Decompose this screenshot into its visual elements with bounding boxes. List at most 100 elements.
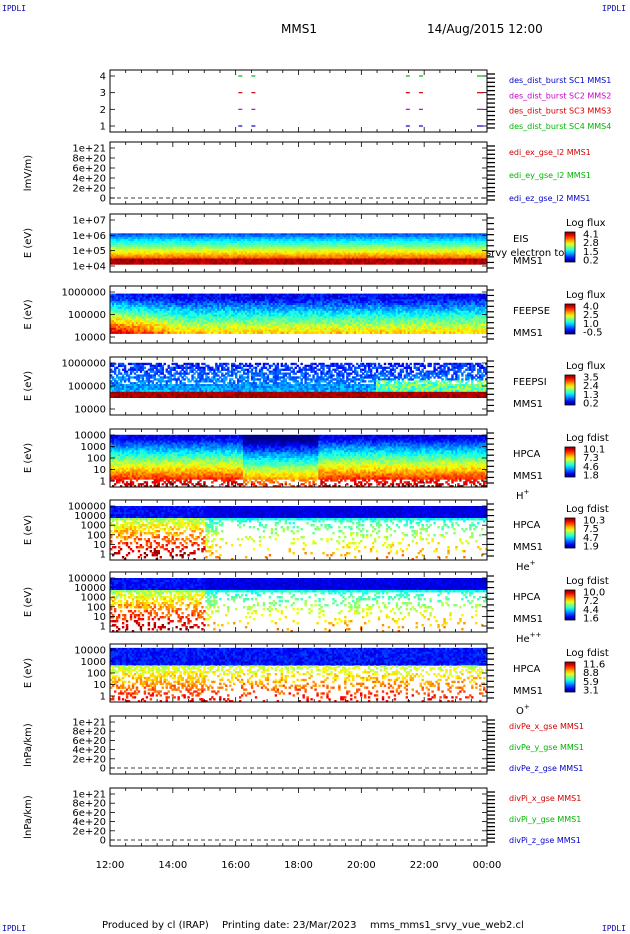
legend-entry: divPi_z_gse MMS1 — [509, 836, 581, 845]
y-tick-label: 3 — [100, 88, 106, 99]
y-tick-label: 100 — [87, 454, 106, 465]
legend-entry: divPi_x_gse MMS1 — [509, 794, 581, 803]
y-axis-label: E (eV) — [23, 299, 34, 329]
x-tick-label: 00:00 — [473, 860, 502, 871]
spacecraft-label: MMS1 — [513, 471, 543, 482]
legend-entry: divPi_y_gse MMS1 — [509, 815, 581, 824]
colorbar-tick-label: 1.8 — [583, 471, 599, 482]
legend-entry: edi_ez_gse_l2 MMS1 — [509, 194, 590, 203]
legend-entry: des_dist_burst SC3 MMS3 — [509, 107, 611, 116]
instrument-label: EIS — [513, 234, 529, 245]
y-tick-label: 1 — [100, 550, 106, 561]
y-tick-label: 100 — [87, 669, 106, 680]
colorbar-feepsi — [565, 375, 575, 405]
y-axis-label: E (eV) — [23, 515, 34, 545]
y-tick-label: 1000 — [81, 657, 106, 668]
colorbar-title: Log flux — [566, 290, 606, 301]
colorbar-title: Log flux — [566, 218, 606, 229]
colorbar-feepse — [565, 304, 575, 334]
species-label: H+ — [516, 488, 530, 502]
multi-panel-plot: 12:00 14:00 16:00 18:00 20:00 22:00 00:00 4 3 2 1 d… — [0, 0, 630, 934]
legend-entry: des_dist_burst SC2 MMS2 — [509, 91, 611, 100]
panel-frame-burst — [110, 70, 487, 132]
panel-frame-edi — [110, 142, 487, 204]
y-tick-label: 2 — [100, 105, 106, 116]
spectrogram-hpca_hepp — [110, 578, 487, 632]
instrument-label: HPCA — [513, 520, 541, 531]
panel-frame-divpi — [110, 788, 487, 846]
y-axis-label: E (eV) — [23, 587, 34, 617]
y-tick-label: 1e+05 — [72, 246, 106, 257]
colorbar-hpca_h — [565, 447, 575, 477]
y-axis-label: E (eV) — [23, 443, 34, 473]
colorbar-title: Log fdist — [566, 433, 609, 444]
legend-entry: divPe_z_gse MMS1 — [509, 764, 583, 773]
y-tick-label: 1000 — [81, 442, 106, 453]
y-tick-label: 100000 — [68, 310, 106, 321]
legend-entry: des_dist_burst SC1 MMS1 — [509, 76, 611, 85]
spacecraft-label: MMS1 — [513, 399, 543, 410]
spacecraft-label: MMS1 — [513, 328, 543, 339]
colorbar-title: Log fdist — [566, 504, 609, 515]
x-tick-label: 16:00 — [221, 860, 250, 871]
y-axis-label: E (eV) — [23, 228, 34, 258]
colorbar-tick-label: 3.1 — [583, 686, 599, 697]
y-tick-label: 100000 — [68, 382, 106, 393]
y-tick-label: 4 — [100, 72, 106, 83]
y-tick-label: 10 — [93, 680, 106, 691]
x-tick-label: 20:00 — [347, 860, 376, 871]
y-tick-label: 1 — [100, 622, 106, 633]
colorbar-eis — [565, 232, 575, 262]
y-tick-label: 1e+06 — [72, 231, 106, 242]
y-tick-label: 1 — [100, 122, 106, 133]
y-tick-label: 10 — [93, 465, 106, 476]
spectrogram-hpca_he — [110, 506, 487, 560]
colorbar-tick-label: 0.2 — [583, 256, 599, 267]
colorbar-hpca_hepp — [565, 590, 575, 620]
y-tick-label: 10000 — [74, 405, 106, 416]
legend-entry: divPe_x_gse MMS1 — [509, 722, 584, 731]
y-tick-label: 0 — [100, 764, 106, 775]
y-tick-label: 1000000 — [61, 359, 106, 370]
colorbar-title: Log flux — [566, 361, 606, 372]
panel-frame-divpe — [110, 716, 487, 774]
instrument-label: HPCA — [513, 449, 541, 460]
colorbar-hpca_he — [565, 518, 575, 548]
x-tick-label: 14:00 — [158, 860, 187, 871]
y-tick-label: 10000 — [74, 431, 106, 442]
y-tick-label: 10000 — [74, 646, 106, 657]
colorbar-tick-label: 0.2 — [583, 399, 599, 410]
spectrogram-hpca_o — [110, 648, 487, 703]
overlay-label: srvy electron to — [486, 248, 564, 259]
species-label: He+ — [516, 559, 536, 573]
y-tick-label: 1 — [100, 477, 106, 488]
legend-entry: edi_ey_gse_l2 MMS1 — [509, 171, 591, 180]
species-label: O+ — [516, 703, 530, 717]
x-tick-label: 18:00 — [284, 860, 313, 871]
colorbar-title: Log fdist — [566, 576, 609, 587]
spacecraft-label: MMS1 — [513, 614, 543, 625]
y-tick-label: 10000 — [74, 333, 106, 344]
instrument-label: HPCA — [513, 592, 541, 603]
legend-entry: des_dist_burst SC4 MMS4 — [509, 122, 611, 131]
y-tick-label: 1e+04 — [72, 262, 106, 273]
instrument-label: FEEPSE — [513, 306, 550, 317]
spacecraft-label: MMS1 — [513, 686, 543, 697]
y-axis-label: lnPa/km) — [23, 795, 34, 839]
spectrogram-hpca_h — [110, 435, 487, 488]
legend-entry: edi_ex_gse_l2 MMS1 — [509, 148, 591, 157]
spacecraft-label: MMS1 — [513, 542, 543, 553]
y-tick-label: 1e+07 — [72, 216, 106, 227]
spectrogram-feepsi — [110, 363, 487, 398]
x-tick-label: 22:00 — [410, 860, 439, 871]
colorbar-tick-label: -0.5 — [583, 328, 603, 339]
y-tick-label: 1000000 — [61, 288, 106, 299]
y-axis-label: E (eV) — [23, 371, 34, 401]
y-axis-label: E (eV) — [23, 658, 34, 688]
x-tick-label: 12:00 — [96, 860, 125, 871]
colorbar-tick-label: 1.9 — [583, 542, 599, 553]
legend-entry: divPe_y_gse MMS1 — [509, 743, 584, 752]
y-tick-label: 0 — [100, 836, 106, 847]
colorbar-hpca_o — [565, 662, 575, 692]
colorbar-title: Log fdist — [566, 648, 609, 659]
